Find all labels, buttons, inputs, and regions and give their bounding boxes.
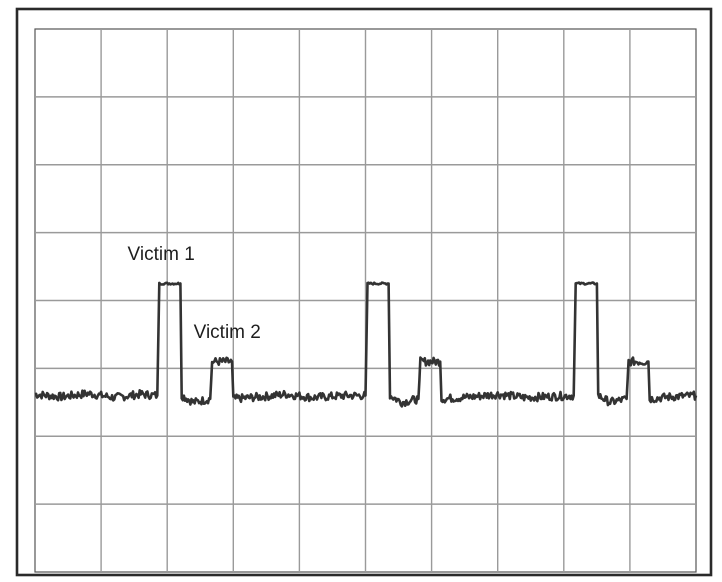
signal-trace	[34, 281, 698, 408]
annotation-label-2: Victim 2	[194, 322, 261, 343]
annotation-labels: Victim 1 Victim 2	[128, 244, 261, 343]
outer-frame	[15, 7, 713, 577]
grid	[35, 29, 696, 572]
annotation-label-1: Victim 1	[128, 244, 195, 265]
